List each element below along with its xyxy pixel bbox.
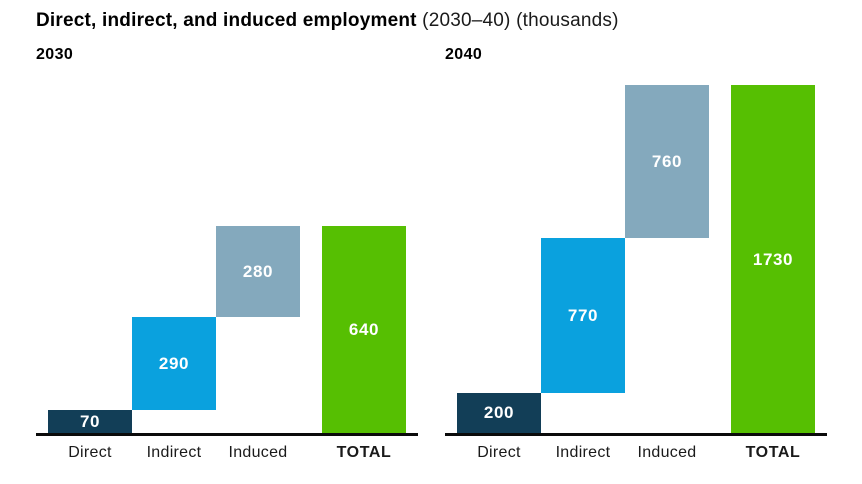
bar-value-label: 290 — [158, 353, 190, 373]
bar-value-label: 200 — [483, 403, 515, 423]
bar-value-label: 640 — [348, 320, 380, 339]
chart-panel-2030: 70 Direct 290 Indirect 280 Induced 640 TOTAL — [36, 0, 418, 484]
bar-indirect-2040: 770 — [541, 237, 625, 393]
bar-value-label: 770 — [567, 305, 599, 325]
x-axis-line — [36, 433, 418, 436]
bar-value-label: 280 — [242, 261, 274, 281]
bar-induced-2040: 760 — [625, 85, 709, 238]
bar-direct-2030: 70 — [48, 410, 132, 433]
bar-total-2040: 1730 — [731, 85, 815, 433]
category-label-induced: Induced — [637, 444, 697, 461]
category-label-induced: Induced — [228, 444, 288, 461]
category-label-total: TOTAL — [745, 444, 801, 461]
chart-panel-2040: 200 Direct 770 Indirect 760 Induced 1730 TOTAL — [445, 0, 827, 484]
category-label-indirect: Indirect — [146, 444, 202, 461]
chart-title-main: Direct, indirect, and induced employment — [36, 10, 417, 31]
year-label-2030: 2030 — [36, 46, 74, 63]
bar-induced-2030: 280 — [216, 226, 300, 317]
chart-title-qualifier: (2030–40) (thousands) — [416, 10, 619, 31]
bar-direct-2040: 200 — [457, 392, 541, 433]
bar-value-label: 70 — [79, 412, 101, 432]
category-label-direct: Direct — [477, 444, 521, 461]
category-label-direct: Direct — [68, 444, 112, 461]
year-label-2040: 2040 — [445, 46, 483, 63]
category-label-total: TOTAL — [336, 444, 392, 461]
chart-title: Direct, indirect, and induced employment… — [36, 10, 619, 32]
bar-value-label: 760 — [651, 151, 683, 171]
category-label-indirect: Indirect — [555, 444, 611, 461]
bar-indirect-2030: 290 — [132, 316, 216, 411]
bar-value-label: 1730 — [752, 249, 794, 269]
bar-total-2030: 640 — [322, 226, 406, 433]
x-axis-line — [445, 433, 827, 436]
